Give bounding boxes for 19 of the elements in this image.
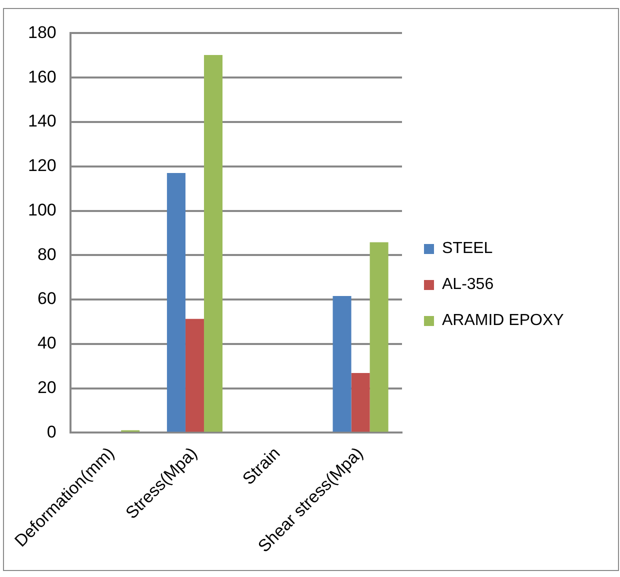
legend-label: ARAMID EPOXY — [442, 312, 564, 330]
bar — [370, 242, 388, 432]
bar — [351, 373, 370, 432]
legend-label: STEEL — [442, 240, 493, 258]
legend-label: AL-356 — [442, 276, 494, 294]
y-tick-label: 120 — [28, 156, 56, 176]
y-tick-label: 160 — [28, 67, 56, 86]
y-tick-label: 20 — [37, 378, 56, 398]
y-tick-label: 60 — [37, 289, 56, 308]
bar — [166, 173, 186, 432]
bar — [185, 318, 204, 432]
y-tick-label: 100 — [28, 200, 56, 220]
y-tick-label: 140 — [28, 112, 56, 131]
bar — [204, 54, 222, 432]
y-tick-label: 0 — [46, 422, 56, 442]
y-tick-label: 180 — [28, 22, 56, 42]
y-tick-label: 80 — [37, 244, 56, 264]
y-tick-label: 40 — [37, 334, 56, 353]
bar — [332, 296, 352, 432]
